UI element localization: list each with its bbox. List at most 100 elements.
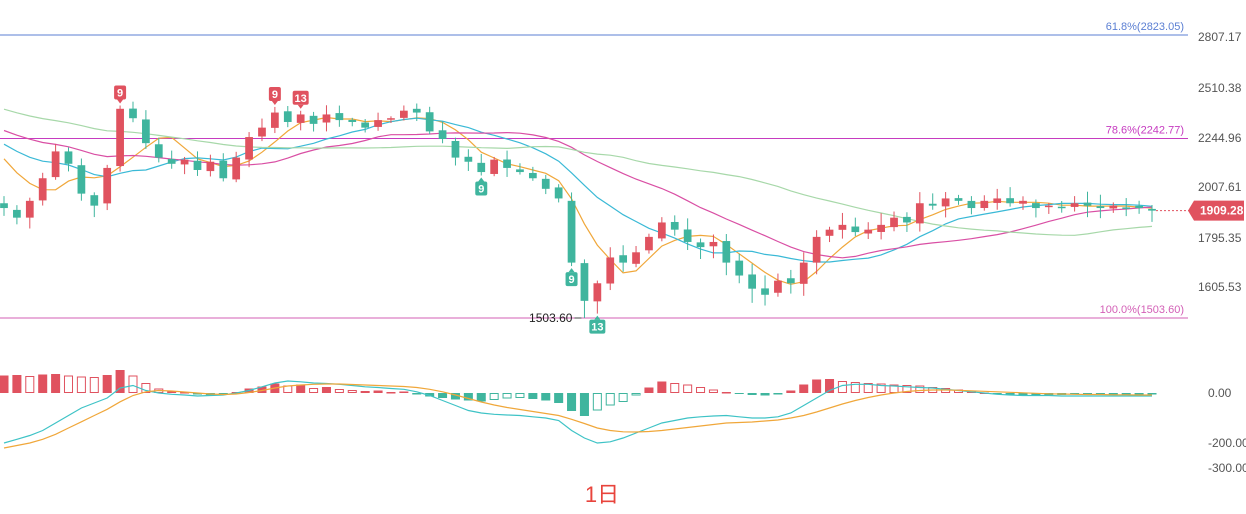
- macd-hist-bar: [618, 393, 628, 402]
- candle-body: [516, 169, 524, 173]
- td-marker-label: 13: [295, 93, 307, 105]
- candle-body: [206, 161, 215, 172]
- candle-body: [993, 198, 1002, 203]
- macd-hist-bar: [915, 385, 925, 393]
- td-marker-badge: [268, 86, 281, 101]
- td-marker-badge: [565, 272, 578, 287]
- macd-hist-bar: [476, 393, 486, 402]
- candle-body: [245, 137, 253, 160]
- macd-hist-bar: [812, 379, 822, 393]
- macd-hist-bar: [721, 392, 731, 394]
- macd-hist-bar: [1108, 393, 1118, 395]
- macd-hist-bar: [373, 390, 383, 393]
- td-marker-label: 9: [117, 87, 123, 99]
- candle-body: [670, 221, 679, 230]
- candle-body: [90, 195, 99, 206]
- macd-hist-bar: [347, 390, 357, 393]
- macd-hist-bar: [463, 393, 473, 401]
- macd-hist-bar: [1147, 393, 1157, 395]
- low-price-label: 1503.60: [529, 311, 573, 325]
- macd-hist-bar: [528, 393, 538, 399]
- candle-body: [477, 162, 486, 173]
- macd-hist-bar: [631, 393, 641, 396]
- ma-blue-line: [3, 117, 1153, 263]
- candle-body: [490, 159, 499, 174]
- price-tick-label: 2510.38: [1198, 81, 1242, 95]
- macd-hist-bar: [863, 383, 873, 393]
- candle-body: [928, 203, 937, 206]
- candle-body: [799, 262, 808, 284]
- macd-hist-bar: [902, 385, 912, 393]
- macd-tick-label: -200.00: [1208, 436, 1246, 450]
- macd-hist-bar: [1082, 393, 1093, 395]
- candle-body: [567, 200, 576, 263]
- price-axis: 2807.17 2510.38 2244.96 2007.61 1795.35 1605.…: [1156, 30, 1244, 294]
- candle-body: [438, 130, 447, 140]
- macd-hist-bar: [399, 391, 409, 393]
- macd-hist-bar: [554, 393, 564, 403]
- candle-body: [657, 222, 666, 239]
- macd-hist-bar: [0, 375, 9, 393]
- macd-dif-line: [3, 380, 1152, 444]
- candle-body: [1083, 202, 1092, 206]
- macd-axis: 0.00 -200.00 -300.00: [1208, 386, 1246, 475]
- price-tick-label: 1795.35: [1198, 231, 1242, 245]
- macd-hist-bar: [450, 393, 460, 400]
- td-marker-badge: [589, 319, 606, 334]
- macd-hist-bar: [567, 393, 577, 411]
- macd-hist-bar: [25, 376, 35, 393]
- td-marker-pointer: [568, 268, 575, 273]
- macd-hist-bar: [141, 383, 151, 393]
- td-marker-pointer: [117, 99, 124, 104]
- td-marker-badge: [475, 181, 488, 196]
- macd-hist-bar: [321, 387, 331, 393]
- macd-hist-bar: [386, 392, 396, 394]
- candle-body: [412, 108, 421, 113]
- candle-body: [722, 241, 731, 263]
- macd-hist-bar: [1005, 393, 1015, 395]
- candle-body: [335, 113, 344, 121]
- candle-body: [890, 217, 898, 228]
- td-marker-label: 9: [272, 89, 278, 101]
- macd-hist-bar: [1031, 393, 1041, 396]
- macd-hist-bar: [773, 393, 783, 395]
- td-marker-badge: [114, 85, 127, 100]
- ma-pink-line: [3, 129, 1153, 259]
- macd-hist-bar: [438, 393, 448, 398]
- candle-body: [503, 159, 511, 168]
- candle-body: [632, 252, 640, 264]
- td-marker-pointer: [594, 315, 601, 320]
- macd-hist-bar: [309, 388, 319, 393]
- macd-hist-bar: [515, 393, 525, 398]
- macd-hist-bar: [502, 393, 512, 399]
- td-markers: 9 9 13 9 9 13: [114, 85, 606, 334]
- candle-body: [142, 119, 150, 144]
- candle-body: [1148, 208, 1156, 211]
- candle-body: [193, 160, 202, 170]
- candle-body: [580, 263, 589, 301]
- current-price-label: 1909.28: [1200, 204, 1244, 218]
- macd-hist-bar: [592, 393, 602, 411]
- macd-hist-bar: [644, 387, 654, 393]
- macd-hist-bar: [734, 393, 744, 394]
- macd-hist-bar: [296, 384, 306, 393]
- macd-hist-bar: [38, 374, 48, 393]
- macd-hist-bar: [541, 393, 551, 401]
- candle-body: [1044, 205, 1053, 208]
- candle-body: [528, 172, 537, 179]
- candle-body: [271, 112, 279, 128]
- macd-hist-bar: [115, 370, 125, 393]
- candle-body: [774, 280, 782, 293]
- td-marker-pointer: [271, 100, 278, 105]
- macd-hist-bar: [1134, 393, 1144, 395]
- macd-hist-bar: [696, 387, 706, 393]
- candle-body: [761, 288, 769, 295]
- candle-body: [322, 114, 331, 123]
- candle-body: [361, 122, 370, 128]
- macd-hist-bar: [12, 375, 22, 393]
- fib-label: 100.0%(1503.60): [1100, 304, 1184, 316]
- macd-hist-bar: [1121, 393, 1131, 395]
- candle-body: [541, 178, 550, 189]
- candle-body: [1135, 205, 1143, 209]
